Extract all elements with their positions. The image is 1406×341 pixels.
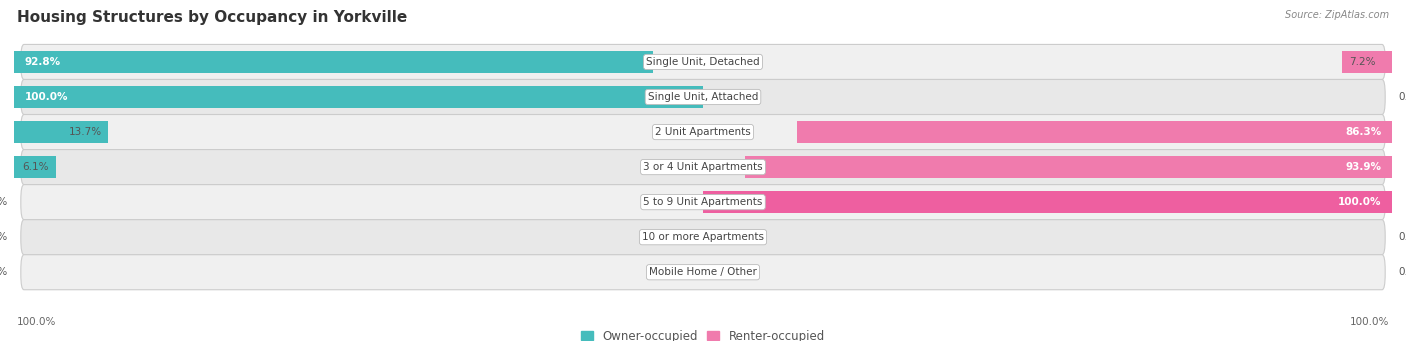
- FancyBboxPatch shape: [21, 44, 1385, 79]
- Text: 7.2%: 7.2%: [1350, 57, 1375, 67]
- FancyBboxPatch shape: [21, 184, 1385, 220]
- Legend: Owner-occupied, Renter-occupied: Owner-occupied, Renter-occupied: [581, 330, 825, 341]
- Text: 0.0%: 0.0%: [1399, 232, 1406, 242]
- Text: Housing Structures by Occupancy in Yorkville: Housing Structures by Occupancy in Yorkv…: [17, 10, 408, 25]
- Text: Single Unit, Detached: Single Unit, Detached: [647, 57, 759, 67]
- Text: Source: ZipAtlas.com: Source: ZipAtlas.com: [1285, 10, 1389, 20]
- Text: 100.0%: 100.0%: [1339, 197, 1382, 207]
- FancyBboxPatch shape: [21, 115, 1385, 150]
- Text: 6.1%: 6.1%: [22, 162, 49, 172]
- FancyBboxPatch shape: [21, 220, 1385, 255]
- Text: 2 Unit Apartments: 2 Unit Apartments: [655, 127, 751, 137]
- Text: 86.3%: 86.3%: [1346, 127, 1382, 137]
- Bar: [14, 51, 654, 73]
- Text: 0.0%: 0.0%: [1399, 92, 1406, 102]
- Text: 100.0%: 100.0%: [17, 317, 56, 327]
- Text: 3 or 4 Unit Apartments: 3 or 4 Unit Apartments: [643, 162, 763, 172]
- Bar: [14, 121, 108, 143]
- Text: 93.9%: 93.9%: [1346, 162, 1382, 172]
- FancyBboxPatch shape: [21, 150, 1385, 184]
- Bar: [745, 156, 1392, 178]
- Text: 100.0%: 100.0%: [24, 92, 67, 102]
- Text: 92.8%: 92.8%: [24, 57, 60, 67]
- Text: 5 to 9 Unit Apartments: 5 to 9 Unit Apartments: [644, 197, 762, 207]
- Text: 0.0%: 0.0%: [0, 197, 7, 207]
- Text: Single Unit, Attached: Single Unit, Attached: [648, 92, 758, 102]
- Text: 0.0%: 0.0%: [0, 232, 7, 242]
- Bar: [14, 156, 56, 178]
- Bar: [14, 86, 703, 108]
- Text: 0.0%: 0.0%: [1399, 267, 1406, 277]
- Text: 10 or more Apartments: 10 or more Apartments: [643, 232, 763, 242]
- Bar: [703, 191, 1392, 213]
- Text: 100.0%: 100.0%: [1350, 317, 1389, 327]
- Text: 13.7%: 13.7%: [69, 127, 101, 137]
- Bar: [1343, 51, 1392, 73]
- FancyBboxPatch shape: [21, 79, 1385, 115]
- FancyBboxPatch shape: [21, 255, 1385, 290]
- Text: 0.0%: 0.0%: [0, 267, 7, 277]
- Text: Mobile Home / Other: Mobile Home / Other: [650, 267, 756, 277]
- Bar: [797, 121, 1392, 143]
